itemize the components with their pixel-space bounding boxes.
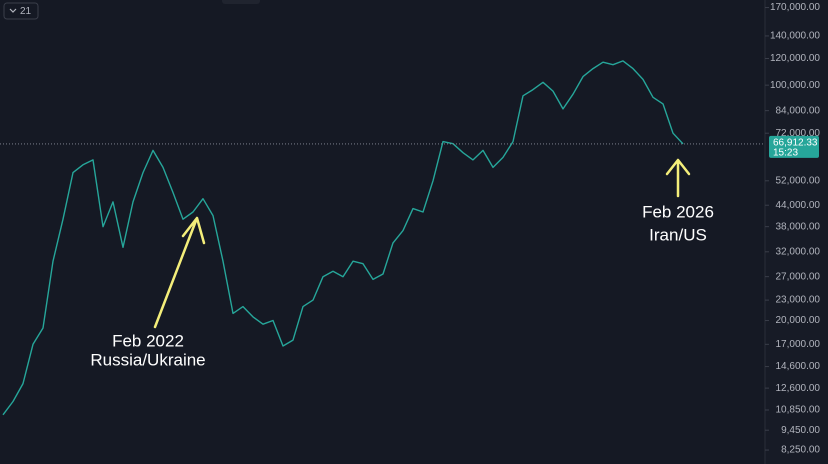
y-tick-label: 14,600.00 <box>776 361 821 372</box>
countdown-label: 15:23 <box>773 148 798 159</box>
price-line <box>2 60 684 416</box>
y-tick-label: 52,000.00 <box>776 175 821 186</box>
last-price-box <box>769 135 819 158</box>
y-tick-label: 100,000.00 <box>770 80 820 91</box>
last-price-label: 66,912.33 <box>773 138 818 149</box>
y-tick-label: 9,450.00 <box>781 425 820 436</box>
annotation-text: Feb 2026 <box>642 202 714 221</box>
interval-label: 21 <box>20 6 32 17</box>
y-tick-label: 20,000.00 <box>776 315 821 326</box>
chevron-icon <box>9 8 17 13</box>
plot-background <box>0 0 765 464</box>
annotation-text: Iran/US <box>649 225 707 244</box>
y-tick-label: 170,000.00 <box>770 2 820 13</box>
y-tick-label: 38,000.00 <box>776 221 821 232</box>
y-tick-label: 10,850.00 <box>776 405 821 416</box>
y-tick-label: 23,000.00 <box>776 295 821 306</box>
y-tick-label: 8,250.00 <box>781 445 820 456</box>
annotation-arrow <box>665 158 691 198</box>
y-tick-label: 27,000.00 <box>776 271 821 282</box>
y-tick-label: 84,000.00 <box>776 105 821 116</box>
toolbar-handle[interactable] <box>222 0 260 4</box>
price-axis <box>765 0 828 464</box>
annotation-text: Russia/Ukraine <box>90 350 205 369</box>
y-tick-label: 44,000.00 <box>776 200 821 211</box>
y-tick-label: 72,000.00 <box>776 128 821 139</box>
annotation-text: Feb 2022 <box>112 331 184 350</box>
y-tick-label: 140,000.00 <box>770 31 820 42</box>
interval-badge[interactable] <box>3 2 39 20</box>
y-tick-label: 120,000.00 <box>770 53 820 64</box>
annotation-arrow <box>153 216 206 329</box>
y-tick-label: 12,600.00 <box>776 383 821 394</box>
y-tick-label: 32,000.00 <box>776 246 821 257</box>
y-tick-label: 17,000.00 <box>776 339 821 350</box>
